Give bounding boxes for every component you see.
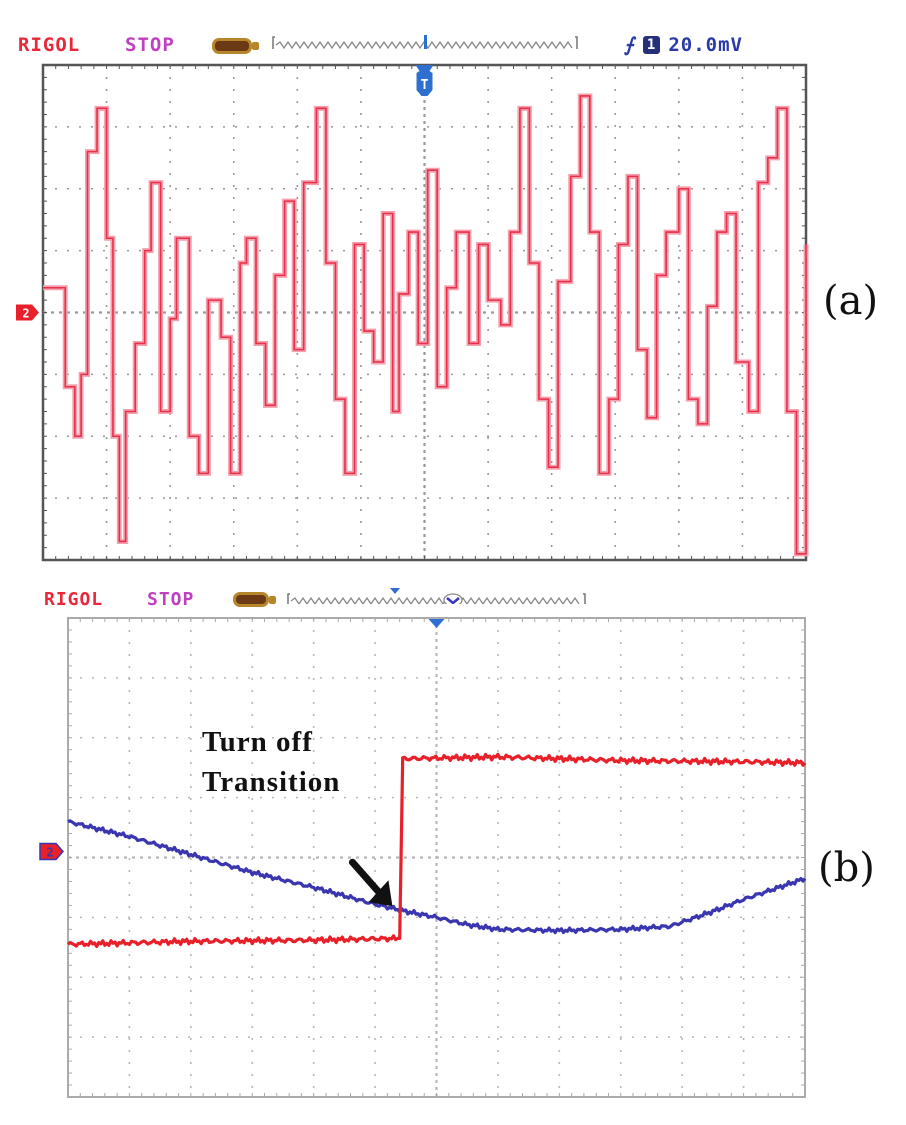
annotation-line-2: Transition bbox=[202, 766, 341, 798]
horizontal-position-bar[interactable] bbox=[285, 588, 590, 604]
memory-depth-icon bbox=[212, 38, 259, 54]
annotation-line-1: Turn off bbox=[202, 726, 313, 758]
trigger-marker[interactable]: T bbox=[415, 65, 434, 96]
turn-off-annotation: Turn off Transition bbox=[202, 722, 340, 802]
memory-depth-icon bbox=[233, 592, 276, 607]
trace-ch2 bbox=[43, 93, 809, 557]
view-window-marker bbox=[446, 597, 460, 604]
trigger-info: ⨍ 1 20.0mV bbox=[624, 34, 743, 56]
trigger-channel-badge: 1 bbox=[642, 36, 661, 54]
channel-2-marker[interactable]: 2 bbox=[39, 842, 64, 861]
trigger-position-marker bbox=[428, 619, 445, 628]
svg-text:2: 2 bbox=[46, 846, 53, 860]
panel-label-b: (b) bbox=[818, 845, 875, 891]
svg-text:T: T bbox=[421, 78, 429, 93]
horizontal-position-bar[interactable] bbox=[270, 33, 580, 49]
run-status: STOP bbox=[125, 34, 175, 56]
brand-label: RIGOL bbox=[18, 34, 81, 56]
rising-edge-icon: ⨍ bbox=[624, 34, 635, 56]
channel-2-marker[interactable]: 2 bbox=[16, 304, 39, 321]
trigger-level: 20.0mV bbox=[668, 34, 743, 56]
panel-label-a: (a) bbox=[823, 278, 879, 324]
brand-label: RIGOL bbox=[44, 589, 104, 610]
trigger-position-marker bbox=[424, 35, 427, 49]
trigger-offset-marker bbox=[390, 588, 400, 594]
scope-screen-a: T2 bbox=[16, 63, 809, 562]
annotation-arrow-icon bbox=[348, 858, 393, 907]
svg-text:2: 2 bbox=[22, 307, 29, 321]
run-status: STOP bbox=[147, 589, 195, 610]
